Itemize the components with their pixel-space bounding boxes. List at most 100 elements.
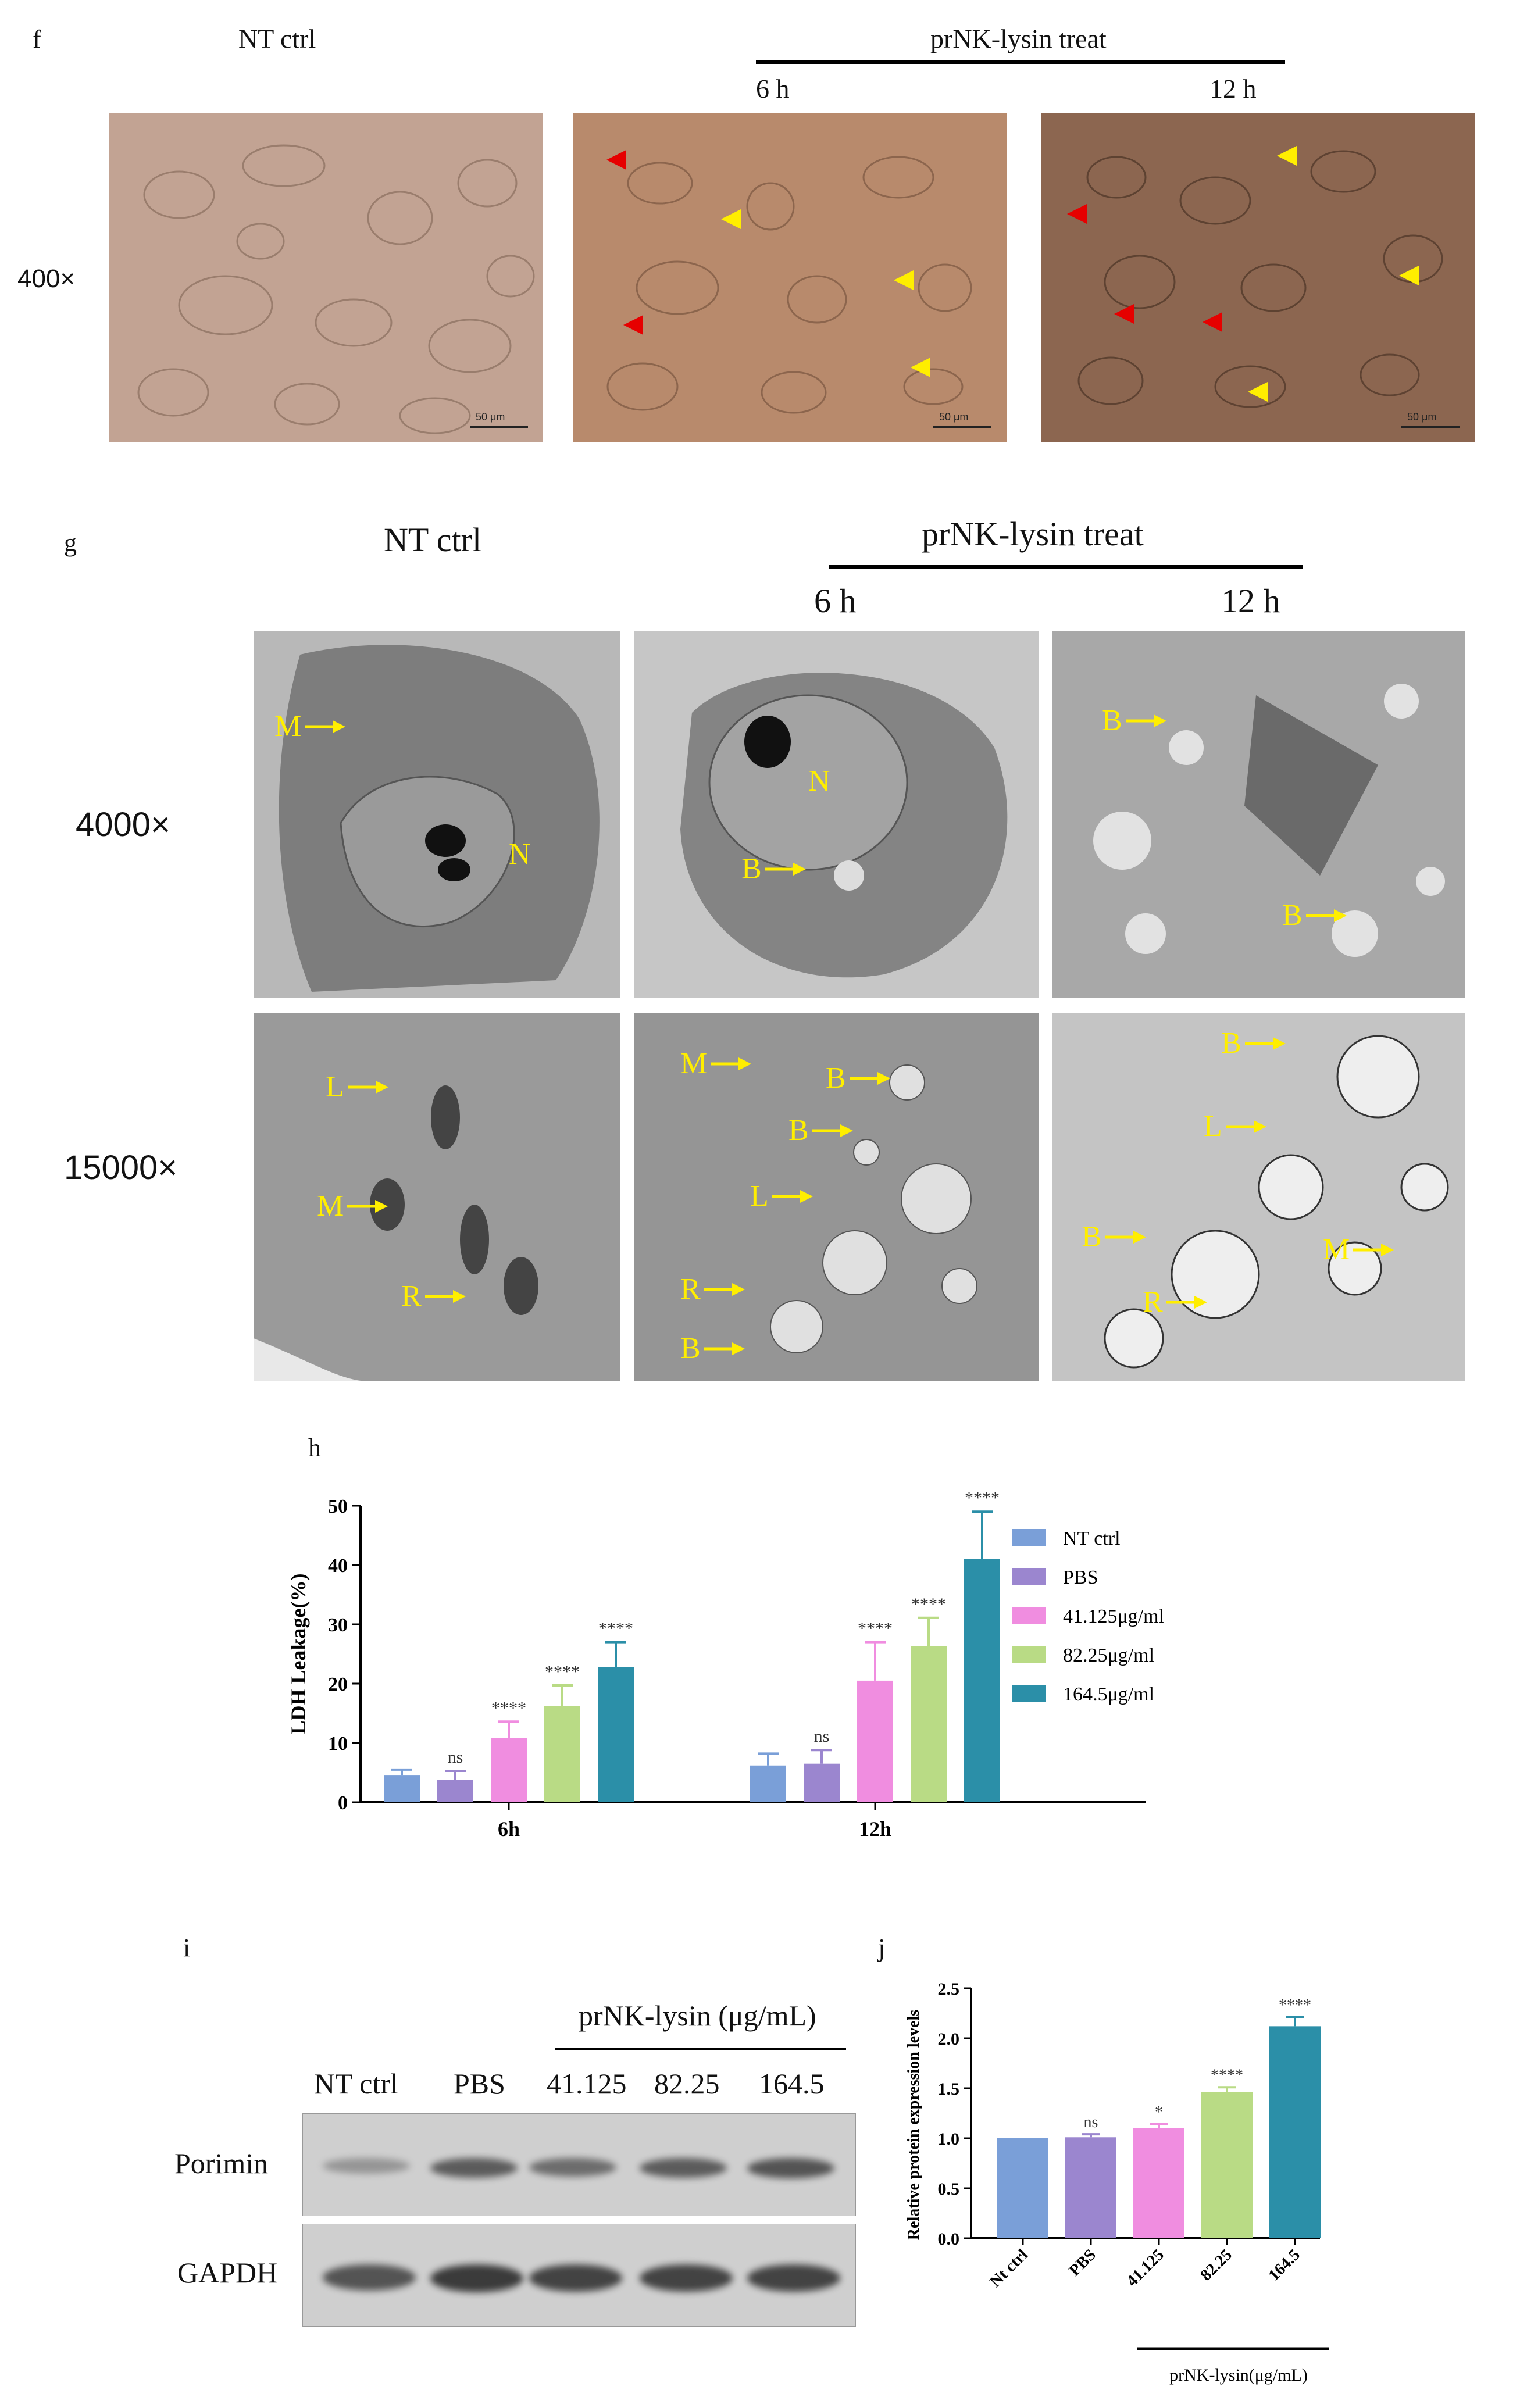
panel-letter-i: i <box>183 1934 191 1962</box>
significance-label: **** <box>1279 1996 1311 2014</box>
right-arrow-icon <box>812 1124 853 1137</box>
legend-swatch <box>1012 1607 1046 1624</box>
em-label-mitochondria: M <box>680 1046 752 1081</box>
blot-band-gapdh <box>640 2264 733 2292</box>
yellow-arrowhead-icon <box>721 209 741 229</box>
right-arrow-icon <box>1125 714 1166 727</box>
bar <box>491 1738 527 1802</box>
panel-g-time-6: 6 h <box>814 582 857 620</box>
y-tick-label: 0 <box>338 1792 348 1814</box>
blot-band-porimin <box>747 2158 834 2178</box>
y-axis-label: LDH Leakage(%) <box>287 1574 310 1735</box>
legend-label: 41.125μg/ml <box>1063 1606 1164 1627</box>
em-label-mitochondria: M <box>274 709 346 744</box>
legend-label: 164.5μg/ml <box>1063 1684 1154 1705</box>
y-tick-label: 1.0 <box>938 2130 960 2149</box>
panel-letter-g: g <box>64 528 77 557</box>
right-arrow-icon <box>765 862 806 876</box>
em-label-lysosome: L <box>326 1070 388 1104</box>
significance-label: **** <box>491 1698 526 1717</box>
y-tick-label: 30 <box>328 1614 348 1636</box>
bar <box>598 1667 634 1802</box>
em-label-nucleus: N <box>509 838 531 871</box>
panel-i-treat-line <box>555 2048 846 2050</box>
panel-letter-f: f <box>33 25 41 53</box>
legend-swatch <box>1012 1646 1046 1663</box>
right-arrow-icon <box>772 1189 813 1203</box>
x-tick-label: 82.25 <box>1197 2246 1235 2284</box>
right-arrow-icon <box>704 1342 745 1355</box>
panel-f-time-12: 12 h <box>1209 74 1257 103</box>
right-arrow-icon <box>1353 1243 1394 1256</box>
blot-row-porimin: Porimin <box>174 2147 269 2180</box>
bar <box>1201 2092 1253 2238</box>
blot-lane-label: 164.5 <box>759 2067 825 2100</box>
em-image-12h-15000x <box>1052 1013 1465 1381</box>
panel-g-ctrl-label: NT ctrl <box>384 521 482 559</box>
em-label-bubble: B <box>680 1331 745 1366</box>
scale-bar <box>1401 426 1460 428</box>
panel-letter-h: h <box>308 1434 321 1462</box>
red-arrowhead-icon <box>606 150 626 170</box>
yellow-arrowhead-icon <box>911 358 930 377</box>
y-tick-label: 0.5 <box>938 2180 960 2199</box>
right-arrow-icon <box>305 720 346 733</box>
em-cell-6h <box>680 673 1008 978</box>
y-tick-label: 10 <box>328 1733 348 1755</box>
scale-bar-label: 50 μm <box>1407 411 1437 423</box>
lm-texture-ntctrl <box>137 144 535 434</box>
panel-letter-j: j <box>878 1934 886 1962</box>
significance-label: **** <box>858 1619 893 1638</box>
yellow-arrowhead-icon <box>1277 146 1297 166</box>
significance-label: ns <box>814 1727 830 1746</box>
red-arrowhead-icon <box>623 315 643 335</box>
panel-g-treat-label: prNK-lysin treat <box>922 515 1144 553</box>
em-label-bubble: B <box>826 1061 890 1095</box>
blot-band-gapdh <box>529 2264 622 2292</box>
x-tick-label: 6h <box>498 1817 520 1841</box>
blot-band-gapdh <box>430 2264 523 2292</box>
blot-band-porimin <box>529 2158 616 2177</box>
y-tick-label: 2.0 <box>938 2030 960 2049</box>
em-label-bubble: B <box>1282 898 1347 933</box>
y-tick-label: 1.5 <box>938 2080 960 2099</box>
y-tick-label: 2.5 <box>938 1980 960 1999</box>
y-axis-label: Relative protein expression levels <box>905 2010 923 2240</box>
panel-f-magnification: 400× <box>17 265 76 293</box>
lm-texture-6h <box>606 156 972 414</box>
red-arrowhead-icon <box>1114 304 1134 324</box>
lm-texture-12h <box>1077 150 1443 408</box>
significance-label: **** <box>545 1662 580 1681</box>
legend-swatch <box>1012 1568 1046 1585</box>
em-detail-12h <box>1052 1013 1465 1381</box>
bar <box>1269 2026 1321 2238</box>
blot-lane-label: NT ctrl <box>314 2067 398 2100</box>
em-cell-12h <box>1052 631 1465 998</box>
legend-label: NT ctrl <box>1063 1528 1121 1549</box>
significance-label: **** <box>965 1488 1000 1507</box>
right-arrow-icon <box>849 1071 890 1085</box>
x-tick-label: Nt ctrl <box>987 2246 1032 2291</box>
bar <box>1133 2128 1184 2238</box>
em-detail-6h <box>634 1013 1039 1381</box>
blot-band-porimin <box>430 2158 518 2178</box>
legend-label: 82.25μg/ml <box>1063 1645 1154 1666</box>
panel-g-mag-low: 4000× <box>76 806 170 844</box>
em-label-bubble: B <box>1102 703 1166 738</box>
em-cell-ntctrl <box>279 645 600 992</box>
significance-label: * <box>1155 2103 1163 2121</box>
panel-f-treat-label: prNK-lysin treat <box>930 24 1107 53</box>
bar <box>804 1763 840 1802</box>
panel-g-time-12: 12 h <box>1221 582 1280 620</box>
bar <box>544 1706 580 1802</box>
panel-i-treat-header: prNK-lysin (μg/mL) <box>579 1999 816 2032</box>
right-arrow-icon <box>347 1080 388 1094</box>
panel-f-treat-line <box>756 60 1285 64</box>
em-label-lysosome: L <box>1204 1109 1266 1144</box>
bar <box>964 1559 1000 1802</box>
panel-f-ctrl-label: NT ctrl <box>238 24 316 53</box>
yellow-arrowhead-icon <box>1248 382 1268 402</box>
yellow-arrowhead-icon <box>1399 266 1419 285</box>
em-image-ntctrl-4000x <box>254 631 620 998</box>
em-label-ribosome: R <box>401 1279 466 1313</box>
